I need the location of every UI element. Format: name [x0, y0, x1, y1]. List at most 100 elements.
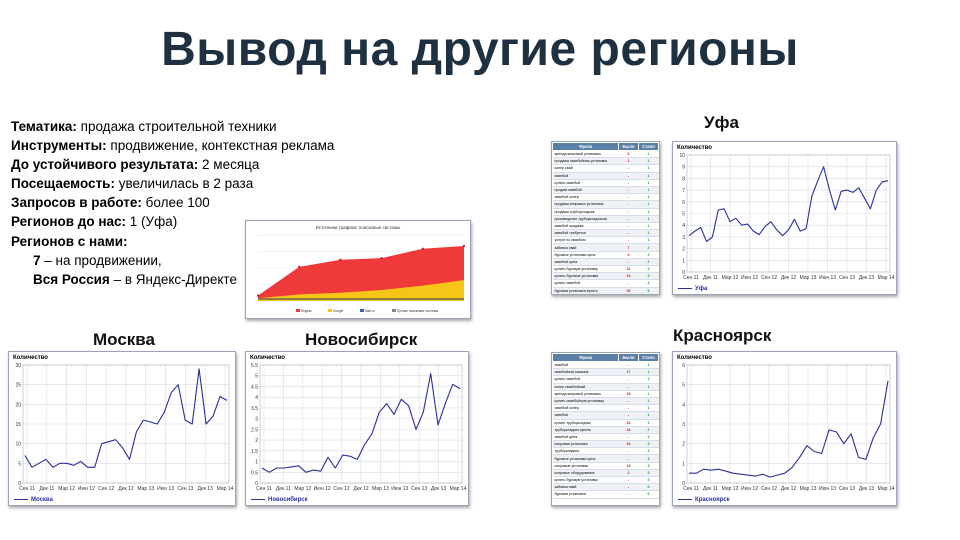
cell-was: 44 [618, 426, 639, 434]
cell-became: 3 [638, 462, 659, 470]
chart-legend: Новосибирск [251, 497, 308, 503]
cell-became: 2 [638, 251, 659, 259]
table-row: буровая установка купить 36 5 [552, 287, 659, 294]
table-row: буровая установка -6 [552, 490, 659, 499]
y-axis-title: Количество [677, 355, 712, 361]
y-tick-label: 4 [255, 395, 258, 401]
x-tick-label: Дек 13 [859, 275, 875, 281]
table-row: сваебой продажа -1 [552, 222, 659, 231]
y-tick-label: 20 [15, 402, 21, 408]
y-tick-label: 10 [15, 442, 21, 448]
cell-became: 1 [638, 419, 659, 427]
cell-phrase: продажа сваебойная установка [552, 157, 619, 166]
y-tick-label: 5.5 [251, 363, 258, 369]
table-row: сваебой копер -1 [552, 404, 659, 413]
table-row: трубоукладчик -3 [552, 447, 659, 456]
table-row: забивка свай -6 [552, 483, 659, 492]
table-row: трубоукладчик купить 44 2 [552, 426, 659, 434]
cell-was: - [618, 222, 639, 231]
cell-was: - [618, 454, 639, 463]
cell-became: 1 [638, 411, 659, 420]
x-tick-label: Июн 13 [391, 486, 408, 492]
cell-phrase: продажа трубоукладчик [552, 208, 619, 216]
x-tick-label: Мар 12 [294, 486, 311, 492]
cell-phrase: трубоукладчик купить [552, 426, 619, 434]
cell-phrase: забивка свай [552, 243, 619, 252]
y-tick-label: 2.5 [251, 427, 258, 433]
cell-was: 2 [618, 469, 639, 478]
x-tick-label: Дек 11 [703, 486, 718, 492]
info-result: До устойчивого результата: 2 месяца [11, 157, 260, 173]
x-tick-label: Дек 13 [198, 486, 214, 492]
y-axis-title: Количество [250, 355, 285, 361]
table-row: сваебой копер -1 [552, 193, 659, 202]
y-axis-title: Количество [13, 355, 48, 361]
traffic-chart-svg: Источники трафика: поисковые системы Янде… [256, 225, 466, 313]
point-yandex [256, 294, 260, 297]
series-line [24, 368, 228, 468]
table-row: купить трубоукладчик 34 1 [552, 419, 659, 427]
legend-label: Google [333, 309, 344, 313]
cell-became: 6 [638, 483, 659, 492]
col-became: Стало [638, 142, 659, 151]
legend-swatch [296, 309, 300, 312]
cell-became: 5 [638, 287, 659, 294]
legend-swatch [360, 309, 364, 312]
plot-frame [686, 154, 891, 273]
y-tick-label: 25 [15, 383, 21, 389]
y-tick-label: 5 [682, 383, 685, 389]
table-row: копер свай -1 [552, 164, 659, 173]
table-row: купить буровые установки 24 3 [552, 272, 659, 281]
table-row: производство трубоукладчиков -1 [552, 215, 659, 223]
cell-became: 1 [638, 222, 659, 231]
info-tools: Инструменты: продвижение, контекстная ре… [11, 138, 335, 154]
x-tick-label: Мар 14 [450, 486, 467, 492]
cell-phrase: купить буровые установки [552, 272, 619, 281]
y-tick-label: 2 [255, 438, 258, 444]
cell-was: - [618, 447, 639, 456]
cell-phrase: сваебой [552, 361, 619, 370]
y-tick-label: 10 [679, 153, 685, 159]
x-tick-label: Сен 13 [177, 486, 193, 492]
table-row: продажа копровых установок -1 [552, 200, 659, 209]
point-yandex [462, 244, 466, 248]
krasnoyarsk-keywords-table: Фраза Было Стало сваебой -1 сваебойная маш… [551, 352, 660, 506]
page-title: Вывод на другие регионы [161, 23, 799, 76]
x-tick-label: Дек 12 [781, 486, 797, 492]
point-yandex [380, 257, 383, 260]
table-row: сваебой -1 [552, 361, 659, 370]
cell-was: - [618, 236, 639, 245]
table-row: продажа трубоукладчик -1 [552, 208, 659, 216]
cell-phrase: копер свай [552, 164, 619, 173]
cell-phrase: продажа копровых установок [552, 200, 619, 209]
cell-was: - [618, 164, 639, 173]
x-tick-label: Дек 13 [431, 486, 447, 492]
cell-became: 1 [638, 179, 659, 187]
cell-phrase: купить сваебойную установку [552, 397, 619, 406]
cell-became: 3 [638, 440, 659, 449]
col-was: Было [618, 142, 639, 151]
x-tick-label: Дек 12 [353, 486, 369, 492]
cell-became: 3 [638, 454, 659, 463]
city-label-krasnoyarsk: Красноярск [673, 326, 772, 345]
y-tick-label: 1 [682, 258, 685, 264]
x-tick-label: Мар 14 [878, 486, 895, 492]
cell-was: 6 [618, 150, 639, 159]
series-line [688, 166, 889, 243]
cell-was: - [618, 172, 639, 180]
cell-phrase: сваебой [552, 172, 619, 180]
cell-became: 1 [638, 172, 659, 180]
cell-phrase: купить буровую установку [552, 476, 619, 485]
cell-became: 3 [638, 447, 659, 456]
y-tick-label: 3.5 [251, 406, 258, 412]
y-axis-title: Количество [677, 145, 712, 151]
info-regions-with: Регионов с нами: [11, 233, 128, 249]
cell-was: - [618, 215, 639, 223]
x-tick-label: Сен 13 [839, 486, 855, 492]
cell-phrase: продам сваебой [552, 186, 619, 195]
x-tick-label: Дек 12 [118, 486, 134, 492]
x-tick-label: Мар 14 [217, 486, 234, 492]
table-row: сваебой -1 [552, 172, 659, 180]
legend-label: Прочие поисковые системы [397, 309, 439, 313]
cell-was: - [618, 483, 639, 492]
